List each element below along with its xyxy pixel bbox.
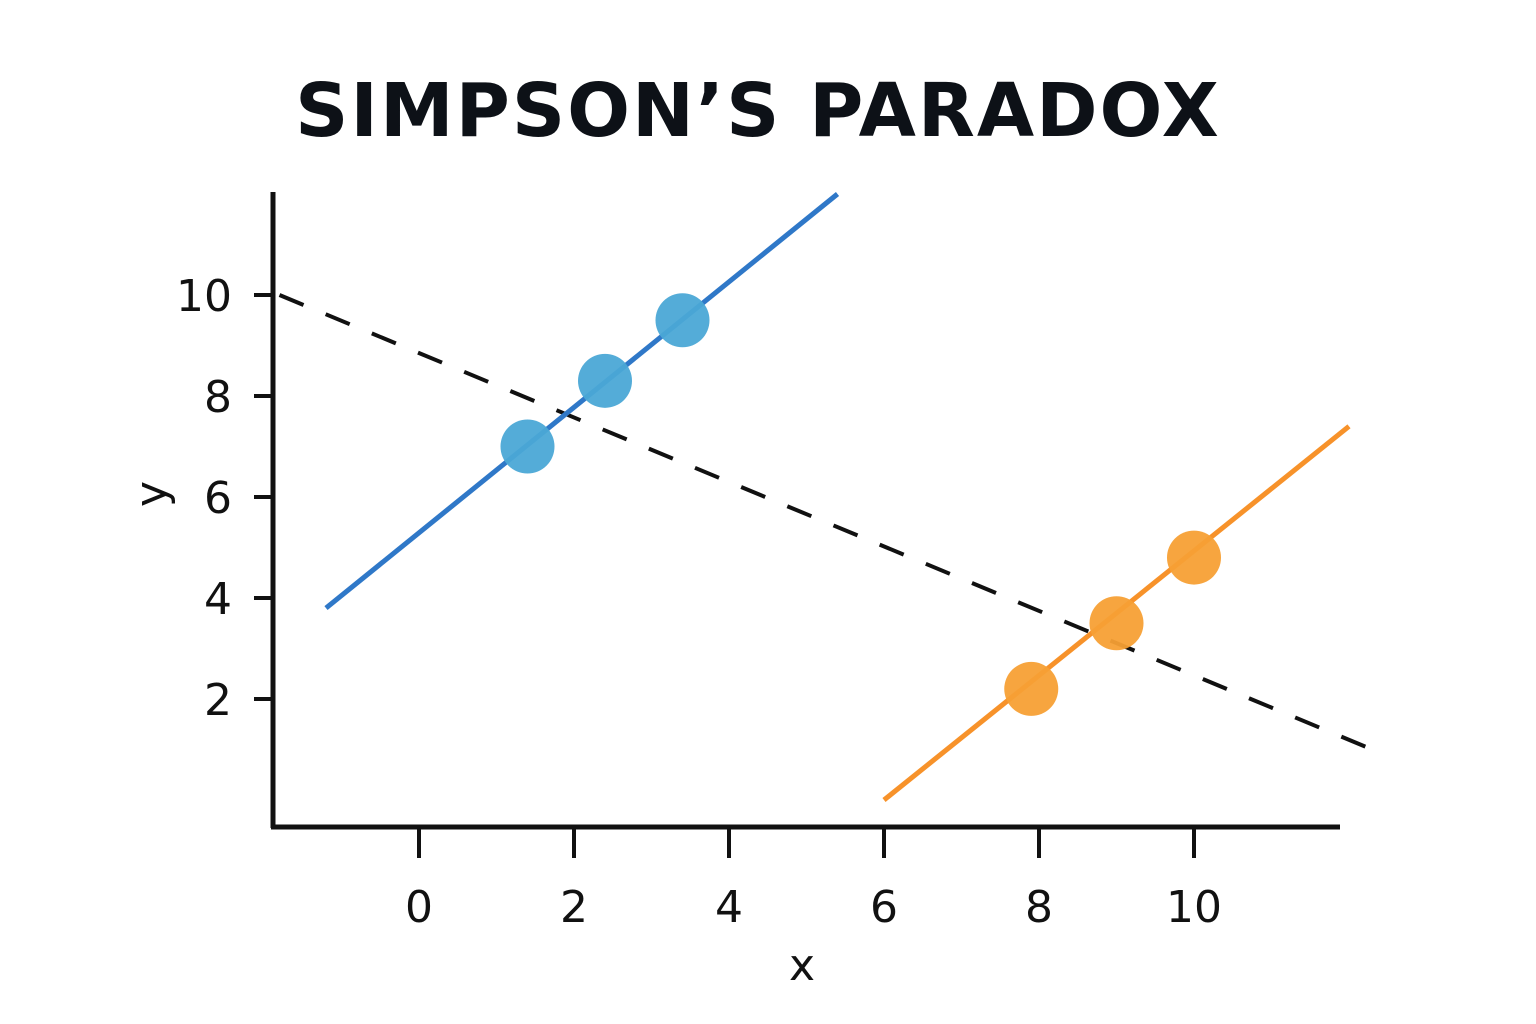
series-1-trend-line	[324, 192, 840, 611]
series-1-point-2	[578, 353, 632, 408]
overall-trend-line	[278, 293, 1374, 752]
x-tick-label-4: 4	[715, 882, 743, 933]
ticks-layer: 0 2 4 6 8 10 2 4 6 8 10	[176, 271, 1222, 933]
series-2-point-2	[1089, 596, 1144, 651]
trend-lines-layer	[278, 192, 1374, 802]
x-tick-label-8: 8	[1025, 882, 1053, 933]
series-2-point-3	[1167, 530, 1221, 585]
x-tick-label-10: 10	[1166, 882, 1222, 933]
x-axis-title: x	[789, 940, 815, 991]
x-tick-label-2: 2	[560, 882, 588, 933]
axes-layer	[270, 192, 1340, 830]
series-2-point-1	[1004, 661, 1059, 716]
x-tick-label-6: 6	[870, 882, 898, 933]
series-1-point-1	[500, 419, 555, 474]
chart-title: SIMPSON’S PARADOX	[295, 68, 1221, 154]
y-tick-label-8: 8	[204, 372, 232, 423]
y-tick-label-2: 2	[204, 675, 232, 726]
series-1-point-3	[655, 293, 710, 348]
y-tick-label-4: 4	[204, 574, 232, 625]
x-tick-label-0: 0	[405, 882, 433, 933]
data-points-layer	[500, 293, 1221, 716]
y-tick-label-6: 6	[204, 473, 232, 524]
y-tick-label-10: 10	[176, 271, 232, 322]
y-axis-title: y	[126, 481, 177, 507]
